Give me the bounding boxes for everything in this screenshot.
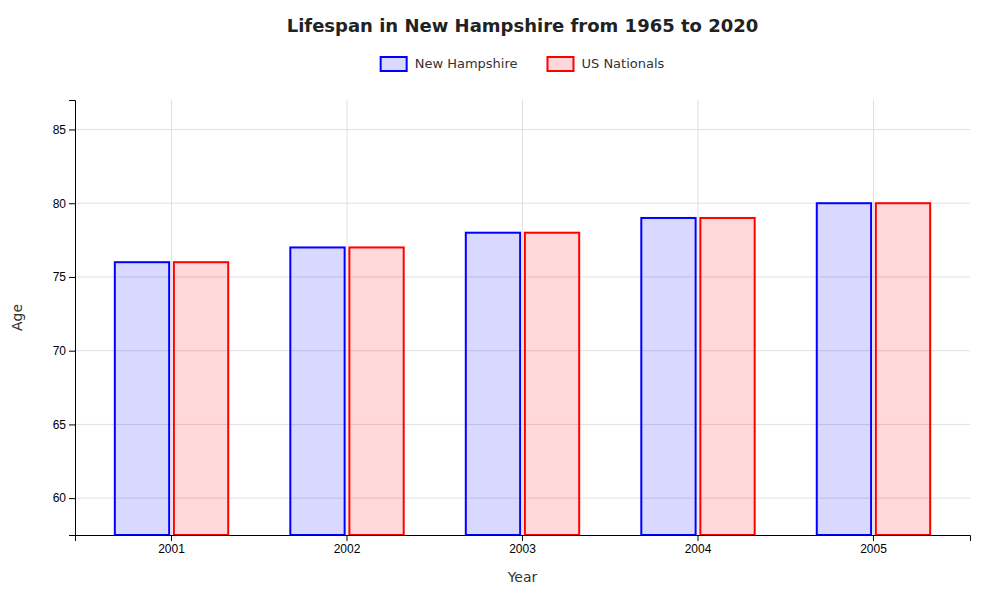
tick-label: 2003 <box>509 542 536 556</box>
x-axis: 2001 2002 2003 2004 2005 <box>76 535 971 556</box>
tick-mark <box>522 535 523 541</box>
chart: 2001 2002 2003 2004 2005 60 65 70 75 80 85 Year Age L… <box>0 0 1000 600</box>
legend-swatch <box>547 57 573 71</box>
tick: 2004 <box>685 535 712 556</box>
y-axis: 60 65 70 75 80 85 <box>53 101 76 536</box>
grid-line <box>697 100 698 535</box>
tick-label: 2001 <box>158 542 185 556</box>
axis-line <box>76 536 971 542</box>
legend-item: US Nationals <box>547 56 664 71</box>
tick-mark <box>69 203 75 204</box>
bars <box>115 203 930 535</box>
tick: 2001 <box>158 535 185 556</box>
tick-label: 80 <box>53 197 67 211</box>
tick-label: 70 <box>53 344 67 358</box>
legend-label: New Hampshire <box>415 56 518 71</box>
grid-line <box>873 100 874 535</box>
tick: 2005 <box>860 535 887 556</box>
tick: 2003 <box>509 535 536 556</box>
tick-mark <box>69 351 75 352</box>
axis-line <box>69 101 76 536</box>
tick-label: 2005 <box>860 542 887 556</box>
tick-label: 75 <box>53 270 67 284</box>
tick-mark <box>347 535 348 541</box>
tick-label: 60 <box>53 491 67 505</box>
legend-swatch <box>381 57 407 71</box>
tick-mark <box>69 129 75 130</box>
bar <box>115 262 169 535</box>
tick: 80 <box>53 197 75 211</box>
legend: New Hampshire US Nationals <box>381 56 665 71</box>
legend-item: New Hampshire <box>381 56 518 71</box>
bar-series <box>174 203 930 535</box>
bar <box>700 218 754 535</box>
plot: 2001 2002 2003 2004 2005 60 65 70 75 80 85 <box>53 100 971 556</box>
x-axis-title: Year <box>507 569 538 585</box>
tick: 75 <box>53 270 75 284</box>
tick-label: 2004 <box>685 542 712 556</box>
bar <box>349 247 403 535</box>
tick-mark <box>69 498 75 499</box>
grid-line <box>171 100 172 535</box>
tick-label: 85 <box>53 123 67 137</box>
tick-mark <box>873 535 874 541</box>
tick-mark <box>69 424 75 425</box>
tick-mark <box>69 277 75 278</box>
tick: 60 <box>53 491 75 505</box>
grid <box>75 100 970 535</box>
bar-series <box>115 203 871 535</box>
bar <box>525 233 579 535</box>
tick-mark <box>697 535 698 541</box>
tick: 2002 <box>334 535 361 556</box>
bar <box>641 218 695 535</box>
bar <box>817 203 871 535</box>
tick-label: 2002 <box>334 542 361 556</box>
tick: 65 <box>53 418 75 432</box>
bar <box>174 262 228 535</box>
title: Lifespan in New Hampshire from 1965 to 2… <box>287 15 759 36</box>
bar <box>466 233 520 535</box>
bar <box>876 203 930 535</box>
bar <box>290 247 344 535</box>
tick: 70 <box>53 344 75 358</box>
grid-line <box>347 100 348 535</box>
tick-mark <box>171 535 172 541</box>
tick-label: 65 <box>53 418 67 432</box>
grid-line <box>522 100 523 535</box>
legend-label: US Nationals <box>581 56 664 71</box>
tick: 85 <box>53 123 75 137</box>
y-axis-title: Age <box>9 304 25 331</box>
